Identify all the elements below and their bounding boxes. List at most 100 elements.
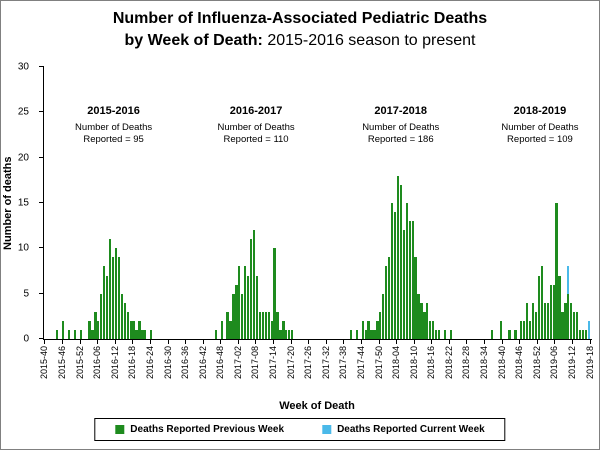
x-tick-mark (132, 340, 134, 344)
chart-title-line2-bold: by Week of Death: (124, 32, 263, 49)
chart-title-line2: by Week of Death: 2015-2016 season to pr… (1, 30, 599, 52)
bar-segment-previous-week (367, 320, 370, 339)
bar (373, 67, 376, 339)
week-slot (567, 67, 570, 339)
week-slot (117, 67, 121, 339)
bar (244, 67, 247, 339)
x-tick-mark (79, 340, 81, 344)
bar (138, 67, 141, 339)
week-slot (443, 67, 447, 339)
week-slot (235, 67, 238, 339)
week-slot (132, 67, 135, 339)
bar-segment-previous-week (282, 320, 285, 339)
bar-segment-previous-week (393, 212, 397, 339)
bar (235, 67, 238, 339)
bar-segment-previous-week (437, 329, 441, 339)
y-tick-mark (39, 338, 44, 339)
bar (520, 67, 523, 339)
bar (276, 67, 279, 339)
bar (267, 67, 270, 339)
x-tick-mark (325, 340, 327, 344)
y-tick-label: 30 (17, 61, 29, 73)
week-slot (590, 67, 593, 339)
bar (247, 67, 250, 339)
bar (499, 67, 502, 339)
bar (543, 67, 546, 339)
bar-segment-previous-week (267, 311, 270, 339)
week-slot (426, 67, 429, 339)
bar-segment-previous-week (570, 302, 573, 339)
x-tick-mark (413, 340, 415, 344)
bar-segment-previous-week (273, 248, 276, 339)
bar-segment-previous-week (241, 293, 244, 339)
bar (402, 67, 405, 339)
x-tick-mark (360, 340, 362, 344)
bar (282, 67, 285, 339)
week-slot (238, 67, 241, 339)
bar-segment-previous-week (135, 329, 138, 339)
bar (117, 67, 121, 339)
legend-item-current-week: Deaths Reported Current Week (322, 424, 485, 435)
bar (411, 67, 414, 339)
week-slot (111, 67, 115, 339)
week-slot (56, 67, 59, 339)
x-tick-label: 2015-52 (74, 346, 85, 380)
week-slot (552, 67, 555, 339)
bar-segment-previous-week (106, 275, 109, 339)
bar (270, 67, 273, 339)
x-axis-ticks (43, 339, 591, 344)
legend-label-previous-week: Deaths Reported Previous Week (130, 424, 285, 435)
bar-segment-previous-week (417, 293, 420, 339)
bar (408, 67, 411, 339)
green-swatch-icon (115, 425, 125, 434)
bar (549, 67, 552, 339)
blue-swatch-icon (322, 425, 332, 434)
x-tick-label: 2017-38 (338, 346, 349, 380)
x-tick-mark (237, 340, 239, 344)
chart-title: Number of Influenza-Associated Pediatric… (1, 8, 599, 52)
bar-segment-previous-week (578, 329, 582, 339)
x-tick-mark (519, 340, 521, 344)
season-annotation-line2: Reported = 110 (223, 134, 289, 145)
bar (232, 67, 235, 339)
bar (349, 67, 353, 339)
x-tick-label: 2016-24 (144, 346, 155, 380)
bar-segment-previous-week (56, 329, 59, 339)
season-annotation-line2: Reported = 109 (507, 134, 573, 145)
x-tick-label: 2018-10 (408, 346, 419, 380)
bar (279, 67, 282, 339)
bar (79, 67, 82, 339)
y-axis-tick-labels: 0 5 10 15 20 25 30 (7, 62, 37, 345)
bar (376, 67, 379, 339)
week-slot (531, 67, 535, 339)
bar (587, 67, 591, 339)
y-tick-mark (39, 66, 44, 67)
x-tick-mark (431, 340, 433, 344)
week-slot (135, 67, 138, 339)
bar (417, 67, 420, 339)
bar-segment-previous-week (540, 266, 544, 339)
week-slot (379, 67, 382, 339)
week-slot (73, 67, 76, 339)
bar-segment-previous-week (534, 311, 538, 339)
x-tick-mark (202, 340, 204, 344)
bar-segment-previous-week (249, 239, 253, 339)
legend-item-previous-week: Deaths Reported Previous Week (115, 424, 284, 435)
week-slot (570, 67, 573, 339)
bar-segment-previous-week (226, 311, 229, 339)
week-slot (67, 67, 71, 339)
y-tick-label: 5 (23, 288, 29, 300)
bar-segment-previous-week (396, 175, 400, 339)
bar-segment-previous-week (258, 311, 262, 339)
bar-segment-previous-week (573, 311, 576, 339)
x-tick-label: 2018-34 (479, 346, 490, 380)
week-slot (226, 67, 229, 339)
week-slot (564, 67, 567, 339)
season-annotation: 2015-2016 Number of Deaths Reported = 95 (75, 105, 152, 146)
bar (123, 67, 126, 339)
week-slot (402, 67, 405, 339)
x-tick-label: 2017-20 (285, 346, 296, 380)
week-slot (349, 67, 353, 339)
bar (385, 67, 388, 339)
